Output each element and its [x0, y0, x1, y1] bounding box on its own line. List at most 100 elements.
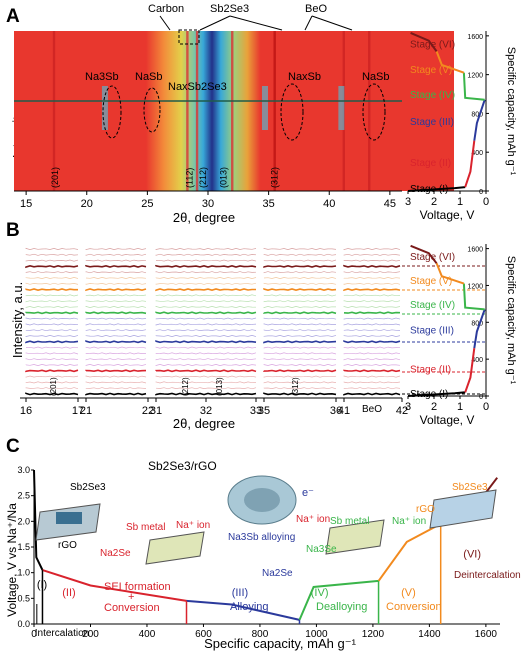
b-trace-21-3: [263, 271, 337, 274]
panel-c-letter: C: [6, 436, 20, 457]
c-region-0: (I): [37, 579, 47, 591]
b-trace-3-3: [263, 375, 337, 378]
b-side-xtick-label-2: 1: [457, 401, 463, 413]
b-trace-15-2: [155, 305, 257, 308]
b-trace-3-4: [343, 375, 401, 378]
label-sb2se3-left: Sb2Se3: [70, 482, 106, 493]
panel-a-voltage-profile: 3 2 1 00 400 800 1200 1600 Voltage, V Specific ca…: [405, 31, 517, 222]
label-na2se-1: Na2Se: [100, 548, 131, 559]
callout-sb2se3: Sb2Se3: [210, 3, 249, 15]
panel-b-beo: BeO: [362, 404, 382, 415]
a-side-stage-3: Stage (IV): [410, 90, 455, 101]
b-trace-20-3: [263, 277, 337, 279]
label-rgo-right: rGO: [416, 504, 435, 515]
b-side-curve-5: [410, 244, 438, 264]
b-trace-18-4: [343, 288, 401, 292]
b-trace-10-2: [155, 335, 257, 337]
b-trace-2-4: [343, 381, 401, 384]
b-side-ytick-label-1: 400: [471, 357, 483, 364]
b-side-ytick-label-2: 800: [471, 320, 483, 327]
a-xtick-label-3: 30: [202, 198, 214, 210]
b-trace-24-1: [85, 253, 147, 256]
b-trace-21-1: [85, 271, 147, 274]
c-xtick-label-6: 1200: [362, 629, 385, 640]
b-trace-14-4: [343, 311, 401, 315]
b-trace-12-2: [155, 323, 257, 326]
a-stripe-0: [52, 31, 56, 191]
b-trace-21-2: [155, 271, 257, 274]
b-trace-18-2: [155, 288, 256, 292]
b-xtick-label-0-1: 17: [72, 405, 84, 417]
b-trace-18-1: [85, 288, 147, 292]
a-xtick-label-2: 25: [141, 198, 153, 210]
b-peak-1: (212): [181, 377, 190, 396]
c-ytick-label-4: 2.0: [17, 516, 30, 526]
b-trace-25-3: [263, 247, 337, 250]
stage2-illustration: [145, 531, 205, 565]
b-trace-6-3: [263, 358, 337, 361]
b-trace-0-4: [343, 392, 401, 396]
b-trace-12-0: [25, 323, 79, 326]
b-trace-11-4: [343, 329, 401, 332]
panel-a-heatmap: [14, 31, 454, 191]
b-trace-1-4: [343, 387, 401, 390]
b-trace-10-3: [263, 335, 337, 337]
b-trace-5-0: [25, 364, 79, 366]
b-trace-4-0: [25, 369, 79, 373]
c-ytick-label-5: 2.5: [17, 491, 30, 501]
b-trace-1-1: [85, 387, 147, 390]
label-plus: +: [128, 591, 134, 603]
b-trace-14-0: [25, 311, 79, 315]
label-dealloying: Dealloying: [316, 601, 367, 613]
b-trace-22-0: [25, 264, 79, 269]
b-side-xtick-label-3: 0: [483, 401, 489, 413]
b-trace-19-0: [25, 282, 79, 285]
label-sb-metal-2: Sb metal: [330, 516, 369, 527]
b-peak-3: (312): [291, 377, 300, 396]
b-trace-22-2: [155, 264, 257, 268]
b-side-xtick-label-0: 3: [405, 401, 411, 413]
c-region-4: (V): [401, 587, 416, 599]
a-side-ytick-label-3: 1200: [467, 73, 483, 80]
b-side-curve-0: [407, 391, 466, 397]
c-ytick-label-0: 0.0: [17, 619, 30, 629]
label-deintercalation: Deintercalation: [454, 570, 521, 581]
b-trace-8-2: [155, 346, 257, 349]
c-curve-seg-2: [186, 599, 300, 621]
panel-a-xlabel: 2θ, degree: [173, 210, 235, 225]
b-trace-25-1: [85, 248, 147, 251]
b-trace-9-0: [25, 340, 79, 344]
a-stripe-2: [195, 31, 199, 191]
a-side-xtick-label-1: 2: [431, 196, 437, 208]
label-alloying: Alloying: [230, 601, 269, 613]
label-sb-metal-1: Sb metal: [126, 522, 165, 533]
callout-naxsb: NaxSb: [288, 71, 321, 83]
a-peak-2: (212): [198, 167, 208, 188]
b-trace-4-1: [85, 369, 147, 373]
c-xtick-label-7: 1400: [418, 629, 441, 640]
a-side-stage-4: Stage (V): [410, 65, 452, 76]
b-trace-12-1: [85, 323, 147, 326]
label-na-ion-1: Na⁺ ion: [176, 520, 210, 531]
a-side-xtick-label-0: 3: [405, 196, 411, 208]
b-trace-19-2: [155, 282, 257, 285]
b-trace-14-3: [263, 311, 337, 315]
b-side-curve-1: [464, 347, 476, 393]
panel-c: C Voltage, V vs Na⁺/Na 0 200 400 600 800 1000…: [5, 436, 521, 651]
b-trace-4-2: [155, 369, 257, 373]
b-trace-1-0: [25, 387, 79, 390]
b-side-stage-5: Stage (VI): [410, 252, 455, 263]
b-trace-2-1: [85, 381, 147, 384]
b-side-curve-4: [435, 262, 465, 285]
b-side-stage-1: Stage (II): [410, 364, 451, 375]
callout-beo: BeO: [305, 3, 327, 15]
callout-naxsb2se3: NaxSb2Se3: [168, 81, 227, 93]
b-trace-11-1: [85, 329, 147, 332]
b-trace-8-1: [85, 346, 147, 349]
panel-a-letter: A: [6, 6, 20, 27]
b-peak-2: (013): [215, 377, 224, 396]
panel-c-ylabel: Voltage, V vs Na⁺/Na: [5, 503, 19, 617]
b-xtick-label-1-0: 21: [80, 405, 92, 417]
label-sei: SEI formation: [104, 581, 171, 593]
a-xtick-label-4: 35: [263, 198, 275, 210]
